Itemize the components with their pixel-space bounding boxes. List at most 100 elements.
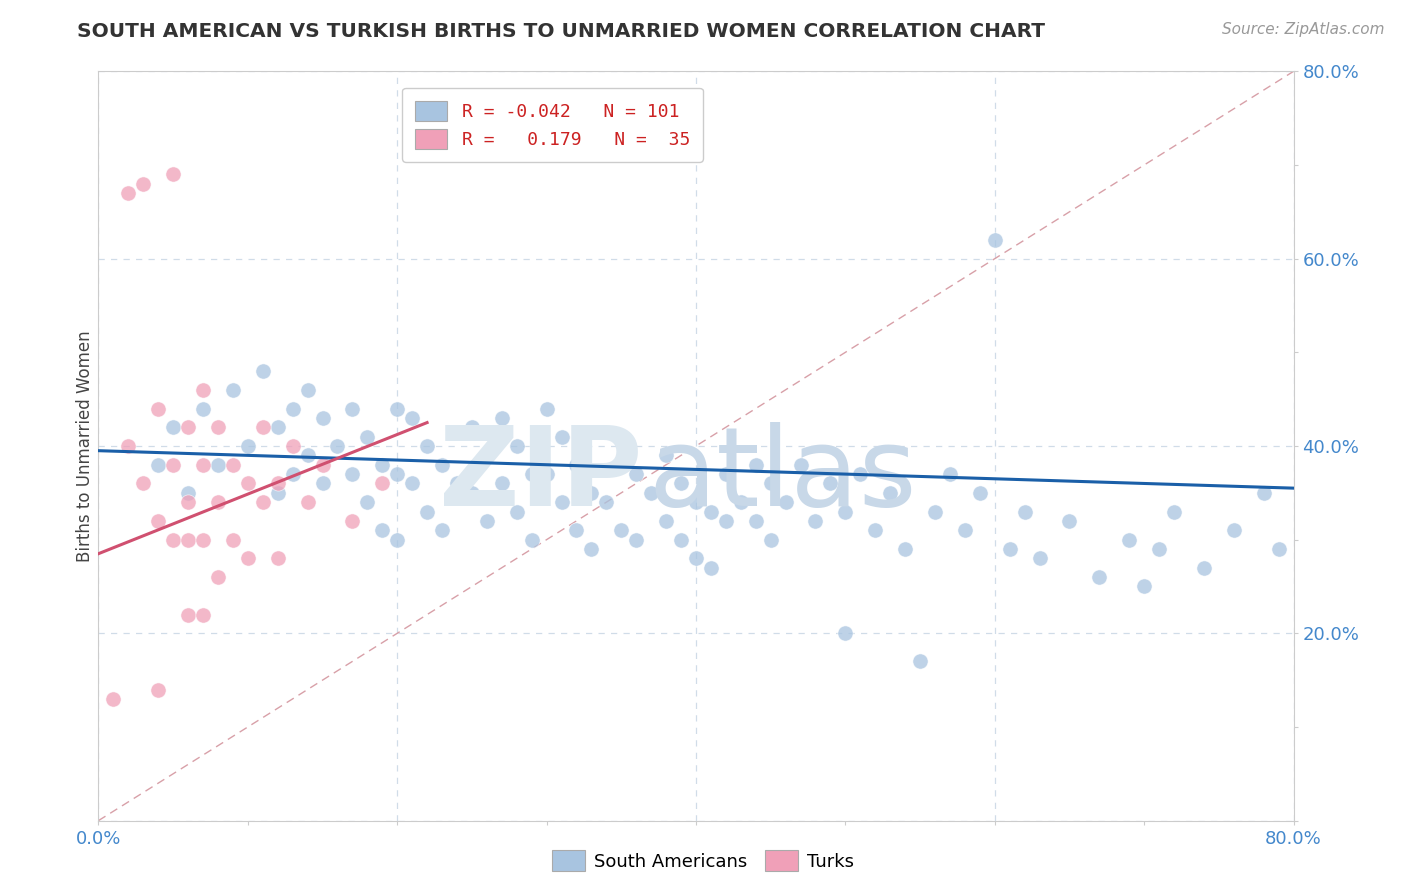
Point [536,401,558,416]
Point [222,458,245,472]
Point [236,551,259,566]
Point [1163,505,1185,519]
Point [820,476,842,491]
Point [191,383,214,397]
Point [626,533,648,547]
Point [969,486,991,500]
Point [311,411,333,425]
Point [669,476,692,491]
Point [177,533,200,547]
Text: atlas: atlas [648,423,917,530]
Point [267,551,290,566]
Point [984,233,1007,247]
Point [536,467,558,482]
Point [252,495,274,509]
Point [207,570,229,584]
Point [385,533,409,547]
Point [446,476,468,491]
Point [1253,486,1275,500]
Point [281,439,304,453]
Point [565,458,588,472]
Point [207,495,229,509]
Point [401,476,423,491]
Point [281,467,304,482]
Point [297,449,319,463]
Point [908,655,931,669]
Point [475,449,498,463]
Point [1223,524,1246,538]
Point [281,401,304,416]
Point [834,626,856,640]
Point [700,561,723,575]
Point [759,533,782,547]
Point [267,420,290,434]
Point [267,486,290,500]
Point [1267,542,1289,557]
Point [924,505,946,519]
Point [550,430,572,444]
Point [236,439,259,453]
Point [267,476,290,491]
Point [640,486,662,500]
Point [775,495,797,509]
Point [865,524,887,538]
Point [162,458,184,472]
Point [953,524,976,538]
Point [491,476,513,491]
Point [461,420,484,434]
Text: Source: ZipAtlas.com: Source: ZipAtlas.com [1222,22,1385,37]
Point [745,458,768,472]
Text: SOUTH AMERICAN VS TURKISH BIRTHS TO UNMARRIED WOMEN CORRELATION CHART: SOUTH AMERICAN VS TURKISH BIRTHS TO UNMA… [77,22,1045,41]
Point [491,411,513,425]
Point [610,524,633,538]
Point [371,458,394,472]
Point [222,533,245,547]
Point [371,476,394,491]
Y-axis label: Births to Unmarried Women: Births to Unmarried Women [76,330,94,562]
Legend: R = -0.042   N = 101, R =   0.179   N =  35: R = -0.042 N = 101, R = 0.179 N = 35 [402,88,703,162]
Point [177,607,200,622]
Point [655,449,678,463]
Point [700,505,723,519]
Point [236,476,259,491]
Point [252,364,274,378]
Point [565,524,588,538]
Point [581,486,603,500]
Point [416,505,439,519]
Point [745,514,768,528]
Point [461,486,484,500]
Point [162,533,184,547]
Point [1133,580,1156,594]
Point [177,495,200,509]
Point [610,458,633,472]
Point [430,524,453,538]
Point [326,439,349,453]
Point [804,514,827,528]
Point [148,458,170,472]
Point [385,467,409,482]
Point [685,551,707,566]
Point [311,476,333,491]
Point [1059,514,1081,528]
Point [789,458,811,472]
Point [669,533,692,547]
Point [148,514,170,528]
Point [148,682,170,697]
Point [342,467,364,482]
Point [148,401,170,416]
Point [520,533,543,547]
Point [385,401,409,416]
Point [342,514,364,528]
Point [177,486,200,500]
Point [1147,542,1170,557]
Point [1088,570,1111,584]
Point [1118,533,1140,547]
Point [998,542,1021,557]
Point [714,514,737,528]
Point [685,495,707,509]
Point [207,458,229,472]
Point [550,495,572,509]
Point [626,467,648,482]
Point [356,430,378,444]
Point [1014,505,1036,519]
